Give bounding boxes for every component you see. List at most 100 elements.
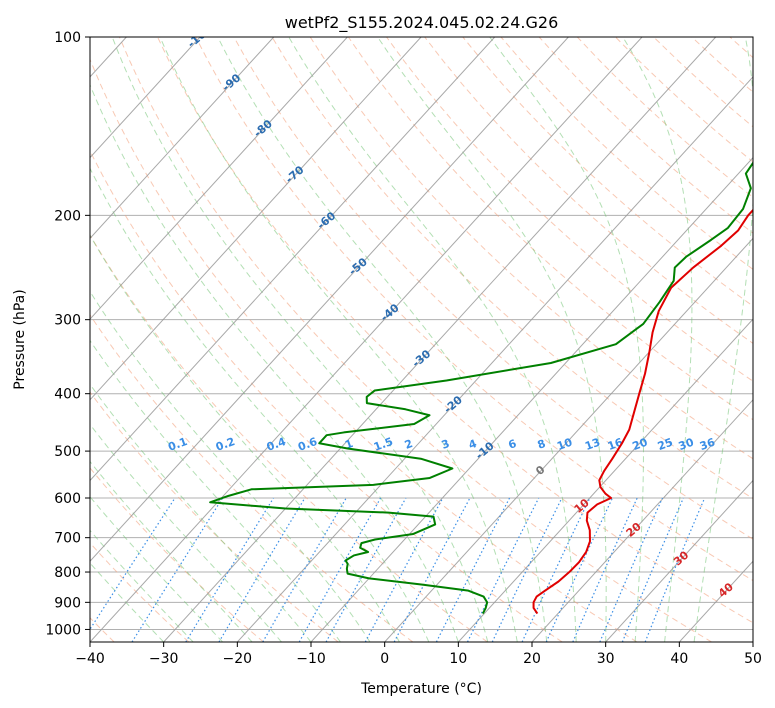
y-tick-label: 200 xyxy=(54,208,81,224)
mixing-ratio-line xyxy=(393,497,471,642)
x-tick-label: −20 xyxy=(223,651,253,667)
isotherm-line xyxy=(90,37,496,482)
moist-adiabat-line xyxy=(489,37,644,642)
isotherm-line xyxy=(90,37,201,159)
dry-adiabat-line xyxy=(118,37,712,642)
isotherm-line xyxy=(310,156,753,642)
mixing-ratio-label: 0.6 xyxy=(296,435,319,454)
dry-adiabat-line xyxy=(90,467,264,642)
isotherm-line xyxy=(457,318,753,642)
mixing-ratio-line xyxy=(491,497,563,642)
mixing-ratio-label: 13 xyxy=(583,436,602,453)
y-tick-label: 1000 xyxy=(45,622,81,638)
moist-adiabat-line xyxy=(622,37,693,642)
mixing-ratio-label: 36 xyxy=(698,436,717,454)
mixing-ratio-line xyxy=(466,497,540,642)
x-tick-label: 0 xyxy=(380,651,389,667)
x-axis-label: Temperature (°C) xyxy=(360,681,482,697)
mixing-ratio-label: 20 xyxy=(631,436,650,454)
x-tick-label: 10 xyxy=(449,651,467,667)
mixing-ratio-label: 25 xyxy=(656,436,675,453)
isotherm-line xyxy=(90,37,348,320)
moist-adiabat-line xyxy=(90,83,459,642)
x-tick-label: 20 xyxy=(523,651,541,667)
x-tick-label: −40 xyxy=(75,651,105,667)
mixing-ratio-line xyxy=(218,497,306,642)
isotherms xyxy=(90,37,753,642)
mixing-ratio-line xyxy=(521,497,591,642)
mixing-ratio-line xyxy=(621,497,684,642)
mixing-ratio-line xyxy=(644,497,706,642)
mixing-ratio-label: 0.4 xyxy=(265,435,288,454)
moist-adiabat-line xyxy=(90,167,430,642)
y-tick-label: 700 xyxy=(54,531,81,547)
dry-adiabat-line xyxy=(271,37,753,500)
mixing-ratio-line xyxy=(599,497,663,642)
x-tick-label: 50 xyxy=(744,651,762,667)
y-axis: 100 200 300 400 500 600 700 800 900 1000 xyxy=(45,30,90,638)
y-tick-label: 300 xyxy=(54,313,81,329)
mixing-ratio-label: 10 xyxy=(555,436,574,454)
mixing-ratio-label: 6 xyxy=(507,437,519,452)
moist-adiabat-line xyxy=(159,37,518,642)
x-tick-label: 40 xyxy=(670,651,688,667)
moist-adiabat-line xyxy=(90,234,400,642)
y-tick-label: 900 xyxy=(54,595,81,611)
isotherm-line xyxy=(90,37,643,642)
mixing-ratio-label: 0.2 xyxy=(214,435,237,454)
isotherm-line xyxy=(163,37,717,642)
mixing-ratio-label: 0.1 xyxy=(166,435,189,454)
mixing-ratio-line xyxy=(131,497,224,642)
mixing-ratio-label: 16 xyxy=(606,436,625,454)
isotherm-line xyxy=(384,237,753,642)
mixing-ratio-label: 30 xyxy=(677,436,696,454)
isotherm-line xyxy=(90,37,569,563)
dry-adiabat-line xyxy=(90,58,638,642)
isotherm-line xyxy=(236,76,753,642)
moist-adiabat-line xyxy=(90,290,371,642)
y-tick-label: 500 xyxy=(54,444,81,460)
dry-adiabat-line xyxy=(90,542,190,642)
mixing-ratio-label: 3 xyxy=(440,437,452,452)
dewpoint-profile-line xyxy=(209,161,753,614)
dry-adiabat-line xyxy=(309,37,753,460)
plot-frame xyxy=(89,36,754,643)
mixing-ratio-lines xyxy=(90,497,706,642)
mixing-ratio-line xyxy=(435,497,511,642)
isotherm-line xyxy=(90,37,422,401)
mixing-ratio-line xyxy=(185,497,274,642)
x-tick-label: −10 xyxy=(296,651,326,667)
moist-adiabat-line xyxy=(377,37,607,642)
mixing-ratio-label: 1 xyxy=(343,437,355,452)
moist-adiabat-line xyxy=(111,37,489,642)
chart-title: wetPf2_S155.2024.045.02.24.G26 xyxy=(285,13,559,33)
y-axis-label: Pressure (hPa) xyxy=(12,289,28,389)
dry-adiabat-line xyxy=(90,149,563,642)
dry-adiabat-line xyxy=(347,37,753,421)
mixing-ratio-label: 4 xyxy=(467,437,479,452)
x-axis: −40 −30 −20 −10 0 10 20 30 40 50 xyxy=(75,642,762,667)
y-tick-label: 100 xyxy=(54,30,81,46)
mixing-ratio-line xyxy=(572,497,638,642)
mixing-ratio-line xyxy=(545,497,613,642)
moist-adiabat-line xyxy=(693,37,753,642)
moist-adiabat-line xyxy=(217,37,548,642)
dry-adiabat-line xyxy=(195,37,753,582)
isotherm-line xyxy=(531,399,753,642)
y-tick-label: 800 xyxy=(54,565,81,581)
mixing-ratio-label: 1.5 xyxy=(372,435,395,454)
dry-adiabat-line xyxy=(90,234,488,642)
y-tick-label: 400 xyxy=(54,387,81,403)
dry-adiabat-line xyxy=(386,37,753,382)
isotherm-line xyxy=(90,37,275,240)
moist-adiabat-line xyxy=(90,339,341,642)
plot-area: -100-90-80-70-60-50-40-30-20-10010203040… xyxy=(90,37,753,642)
temperature-profile-line xyxy=(532,208,753,615)
moist-adiabat-line xyxy=(288,37,577,642)
mixing-ratio-label: 2 xyxy=(403,437,415,452)
dry-adiabat-line xyxy=(157,37,753,624)
isotherm-line xyxy=(605,479,753,642)
y-tick-label: 600 xyxy=(54,491,81,507)
